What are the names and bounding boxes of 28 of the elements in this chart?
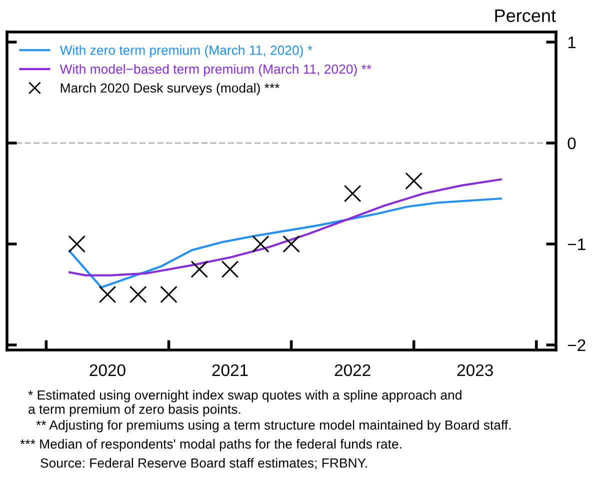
point	[190, 260, 208, 278]
text: ** Adjusting for premiums using a term structure model maintained by Board staff.	[36, 420, 511, 432]
legend-label: With zero term premium (March 11, 2020) *	[60, 45, 312, 58]
y-tick-label: −2	[568, 339, 586, 351]
text: * Estimated using overnight index swap quotes with a spline approach and a term premium of zero basis points.	[28, 390, 462, 417]
x-tick-label: 2023	[457, 364, 493, 376]
point	[282, 235, 300, 253]
point	[405, 172, 423, 190]
point	[221, 260, 239, 278]
x-tick-label: 2022	[334, 364, 370, 376]
point	[160, 286, 178, 304]
y-tick-label: 1	[568, 36, 576, 48]
y-tick-label: 0	[568, 137, 576, 150]
point	[252, 235, 270, 253]
x-tick-label: 2020	[90, 364, 126, 376]
x-tick-label: 2021	[212, 364, 248, 376]
y-tick-label: −1	[568, 238, 586, 250]
text: *** Median of respondents' modal paths for the federal funds rate.	[20, 439, 402, 452]
y-axis-title: Percent	[495, 9, 556, 22]
legend-label: With model−based term premium (March 11, 2020) **	[60, 64, 372, 76]
point	[98, 286, 116, 304]
legend-label: March 2020 Desk surveys (modal) ***	[60, 82, 280, 96]
line-series	[68, 198, 502, 288]
line-series	[68, 178, 502, 276]
point	[129, 286, 147, 304]
point	[344, 184, 362, 202]
point	[68, 235, 86, 253]
source-note: Source: Federal Reserve Board staff estimates; FRBNY.	[40, 458, 367, 470]
